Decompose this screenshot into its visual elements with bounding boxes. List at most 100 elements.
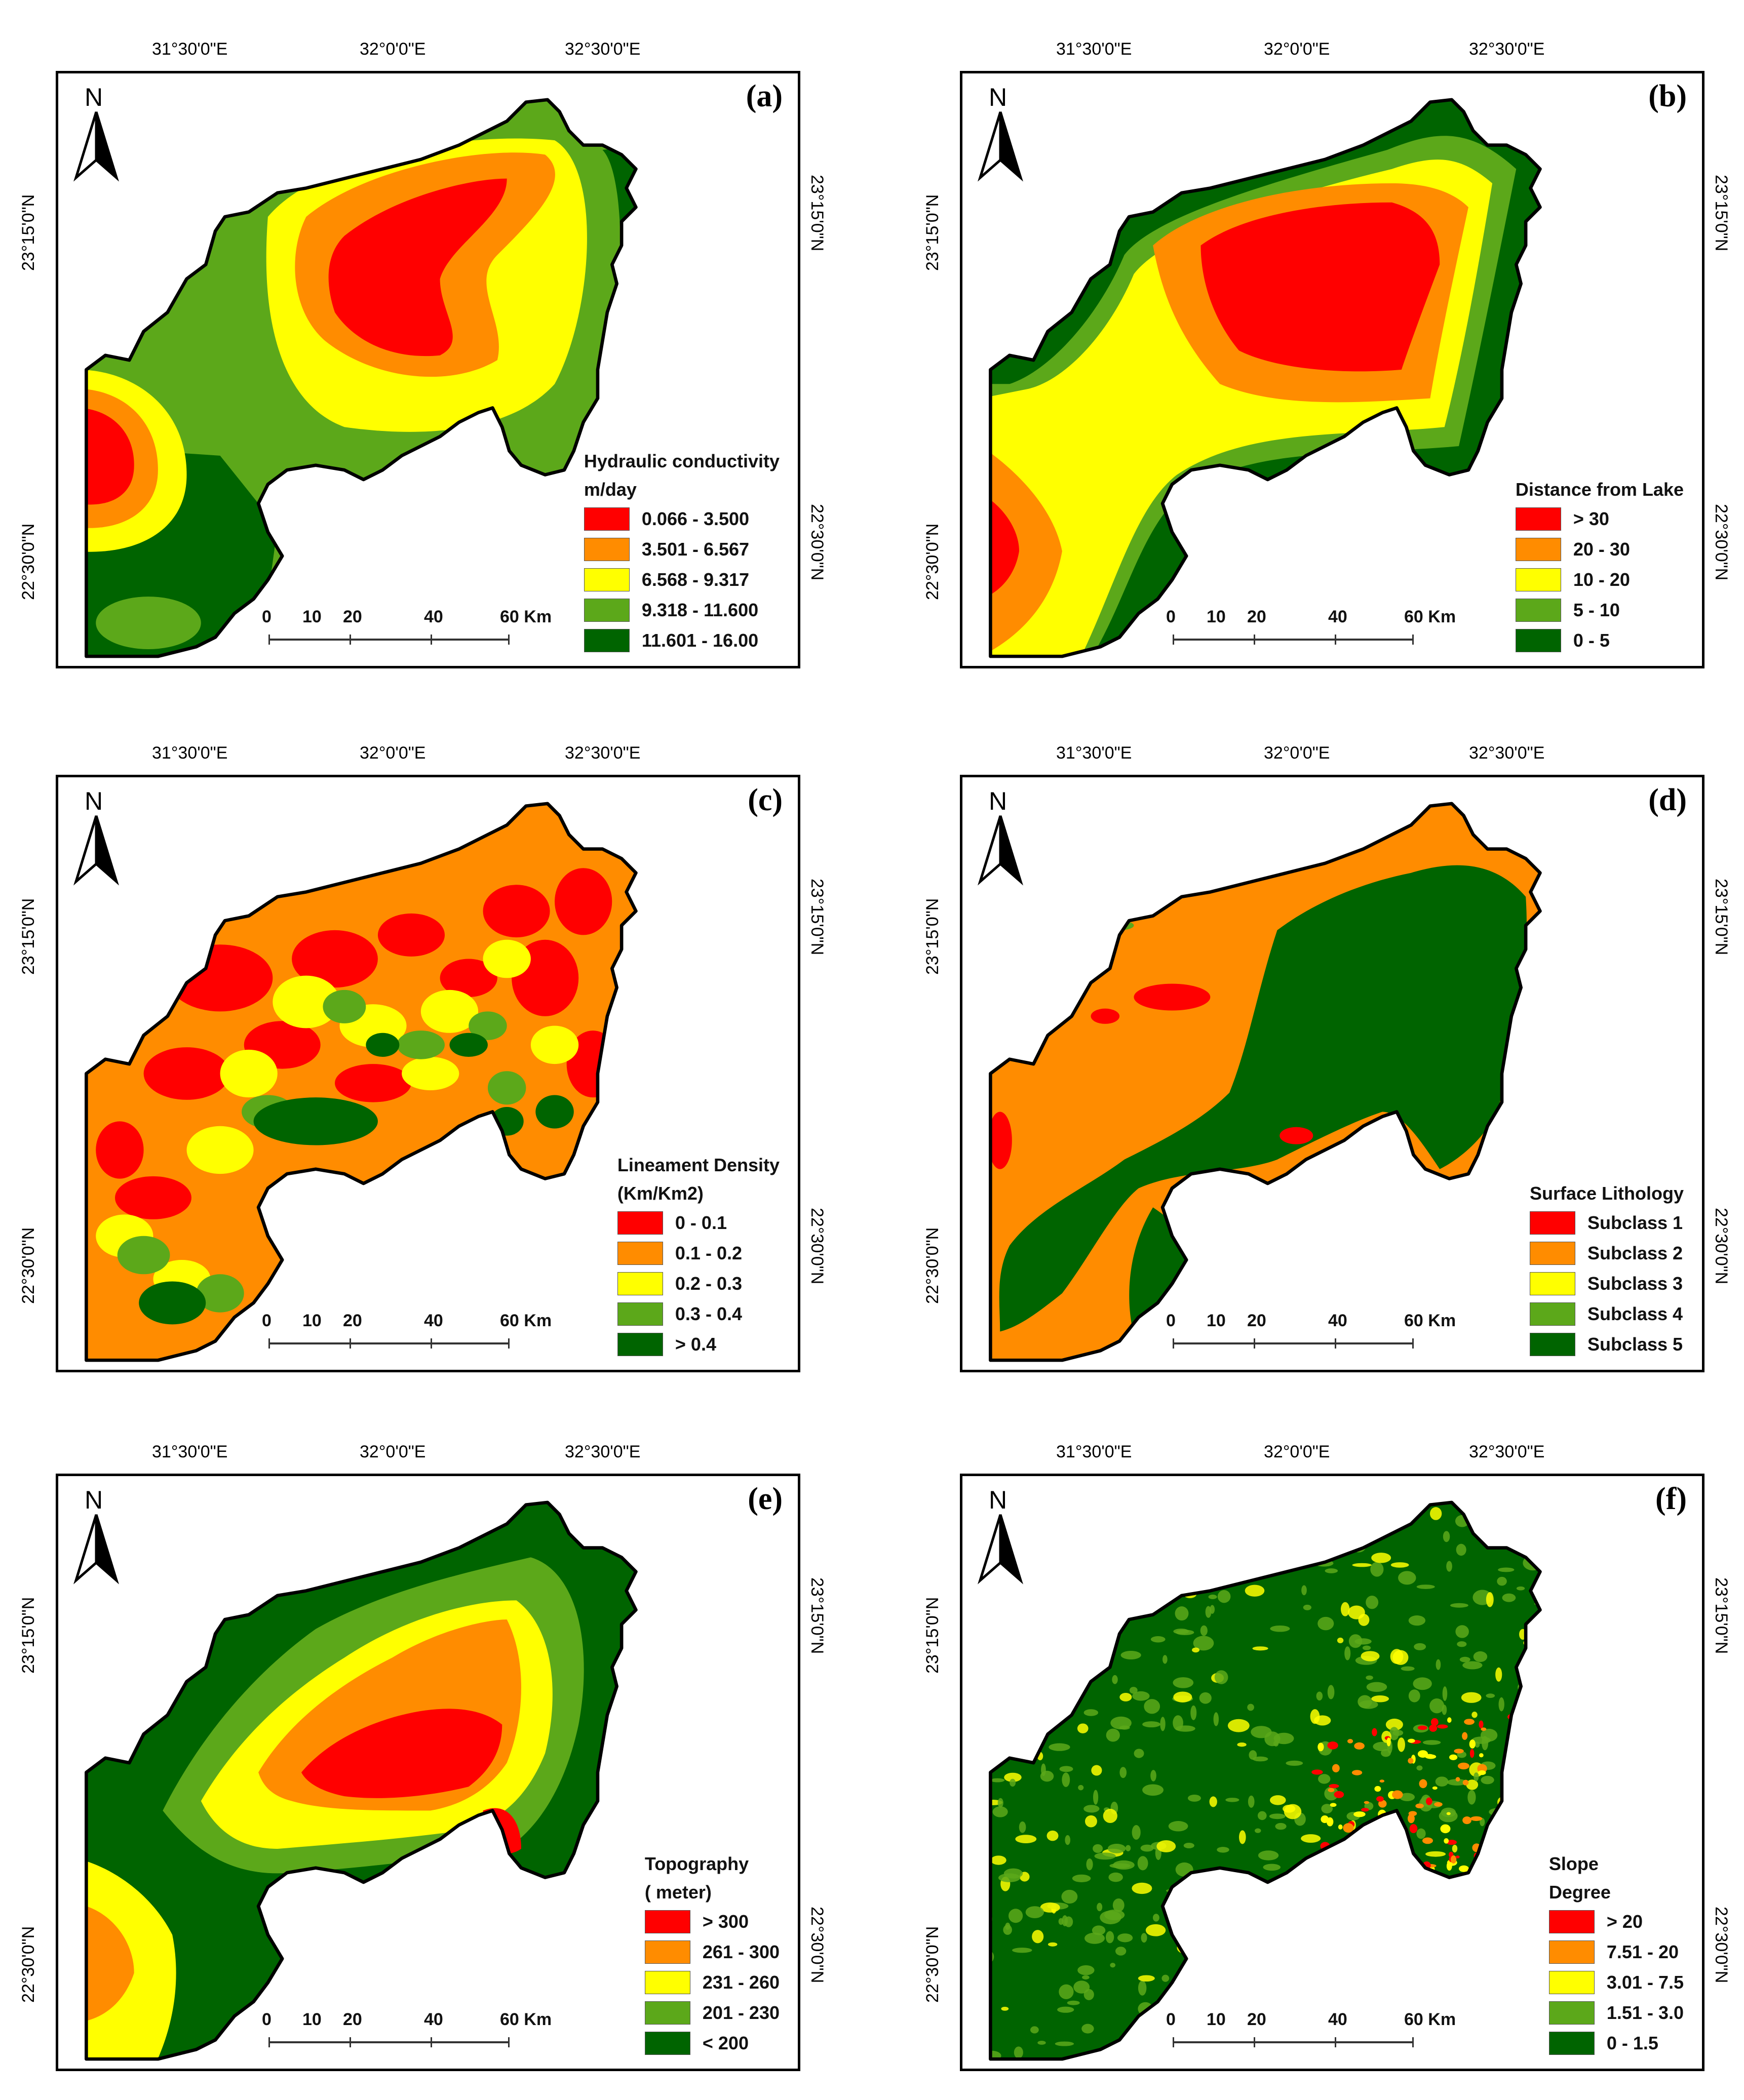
legend-item: 3.01 - 7.5 [1548,1967,1684,1998]
legend-subtitle: m/day [584,479,637,500]
map-panel-a: 31°30'0"E 32°0'0"E 32°30'0"E 23°15'0"N 23°15… [19,35,828,673]
scale-line [268,2041,509,2043]
legend-swatch [1548,1971,1595,1994]
legend-label: 0.066 - 3.500 [641,508,750,529]
scale-line [268,1342,509,1344]
legend-swatch [644,1940,690,1964]
scale-tick [1254,635,1255,645]
scale-line [268,639,509,641]
legend-title: Surface Lithology [1529,1183,1684,1204]
north-arrow-icon [73,815,119,886]
map-area-fill [990,1502,1540,2059]
legend-label: 5 - 10 [1573,600,1620,620]
latitude-label-left: 23°15'0"N [923,1597,942,1674]
map-panel-d: 31°30'0"E 32°0'0"E 32°30'0"E 23°15'0"N 23°15… [923,739,1732,1377]
legend-label: 10 - 20 [1573,569,1630,590]
longitude-label: 32°0'0"E [1264,743,1330,763]
scale-label: 0 [262,2010,272,2029]
scale-label: 20 [1247,2010,1266,2029]
north-arrow-icon [978,815,1023,886]
scale-label: 60 Km [500,2010,552,2029]
scale-tick [508,2037,510,2047]
longitude-label: 31°30'0"E [152,743,228,763]
legend-swatch [1548,1910,1595,1933]
longitude-label: 32°30'0"E [1469,39,1545,59]
legend-item: Subclass 2 [1529,1238,1684,1269]
scale-tick [350,1338,351,1349]
legend-subtitle: ( meter) [644,1882,712,1903]
legend-label: 20 - 30 [1573,539,1630,560]
map-frame: (c) N Lineament Density (Km/Km2) 0 - 0.1 0.1 … [56,775,800,1372]
legend-label: > 20 [1606,1911,1643,1932]
latitude-label-right: 22°30'0"N [807,504,827,581]
scale-label: 0 [1166,2010,1176,2029]
panel-label: (f) [1655,1482,1687,1516]
legend-swatch [1548,2032,1595,2055]
legend-item: > 0.4 [617,1329,780,1360]
latitude-label-right: 23°15'0"N [1712,1577,1731,1654]
latitude-label-right: 23°15'0"N [1712,175,1731,252]
scale-label: 60 Km [1404,1311,1456,1330]
legend-subtitle: Degree [1548,1882,1611,1903]
map-panel-e: 31°30'0"E 32°0'0"E 32°30'0"E 23°15'0"N 23°15… [19,1438,828,2076]
legend-title: Topography [644,1853,749,1874]
panel-label: (a) [746,79,783,113]
legend-item: Subclass 3 [1529,1269,1684,1299]
longitude-label: 31°30'0"E [152,1442,228,1461]
legend-swatch [584,629,630,652]
legend-swatch [584,568,630,591]
scale-tick [268,2037,270,2047]
scale-label: 40 [1328,2010,1347,2029]
legend-title: Hydraulic conductivity [584,451,780,471]
map-raster [989,98,1542,658]
map-frame: (f) N Slope Degree > 20 7.51 - 20 3.01 - 7.5 1.… [960,1474,1704,2071]
legend-swatch [644,2032,690,2055]
scale-line [1173,639,1413,641]
latitude-label-right: 22°30'0"N [1712,504,1731,581]
legend-item: Subclass 1 [1529,1208,1684,1238]
scale-bar: 0 10 20 40 60 Km [262,607,552,648]
legend-label: 261 - 300 [702,1941,780,1962]
legend-item: Subclass 5 [1529,1329,1684,1360]
scale-label: 10 [1207,1311,1226,1330]
legend-label: 0 - 5 [1573,630,1610,651]
latitude-label-left: 22°30'0"N [19,1926,38,2003]
map-raster [989,802,1542,1362]
scale-tick [431,635,432,645]
legend-label: Subclass 3 [1587,1273,1683,1294]
scale-tick [431,1338,432,1349]
legend-label: 7.51 - 20 [1606,1941,1679,1962]
latitude-label-left: 22°30'0"N [923,1227,942,1304]
latitude-label-left: 23°15'0"N [19,194,38,271]
longitude-label: 31°30'0"E [1056,39,1132,59]
latitude-label-right: 23°15'0"N [807,1577,827,1654]
scale-label: 10 [1207,607,1226,626]
north-label: N [85,787,103,815]
legend-item: 261 - 300 [644,1937,780,1967]
scale-tick [268,635,270,645]
study-area-boundary [85,1500,638,2061]
longitude-label: 32°0'0"E [360,39,426,59]
longitude-label: 32°30'0"E [1469,1442,1545,1461]
north-arrow-icon [978,1514,1023,1584]
legend-item: 0.3 - 0.4 [617,1299,780,1329]
latitude-label-right: 22°30'0"N [807,1208,827,1285]
legend-swatch [1515,629,1561,652]
north-label: N [85,83,103,111]
legend-item: > 30 [1515,504,1684,534]
legend-label: > 300 [702,1911,749,1932]
scale-label: 0 [262,607,272,626]
latitude-label-left: 23°15'0"N [923,194,942,271]
study-area-boundary [85,802,638,1362]
scale-bar: 0 10 20 40 60 Km [262,2010,552,2050]
latitude-label-left: 22°30'0"N [19,1227,38,1304]
scale-bar: 0 10 20 40 60 Km [1166,1311,1456,1352]
longitude-label: 32°30'0"E [565,743,641,763]
longitude-label: 31°30'0"E [1056,1442,1132,1461]
north-label: N [85,1486,103,1514]
map-raster [989,1500,1542,2061]
legend-item: 3.501 - 6.567 [584,534,780,565]
scale-label: 60 Km [1404,607,1456,626]
scale-label: 0 [1166,1311,1176,1330]
longitude-label: 32°0'0"E [360,743,426,763]
